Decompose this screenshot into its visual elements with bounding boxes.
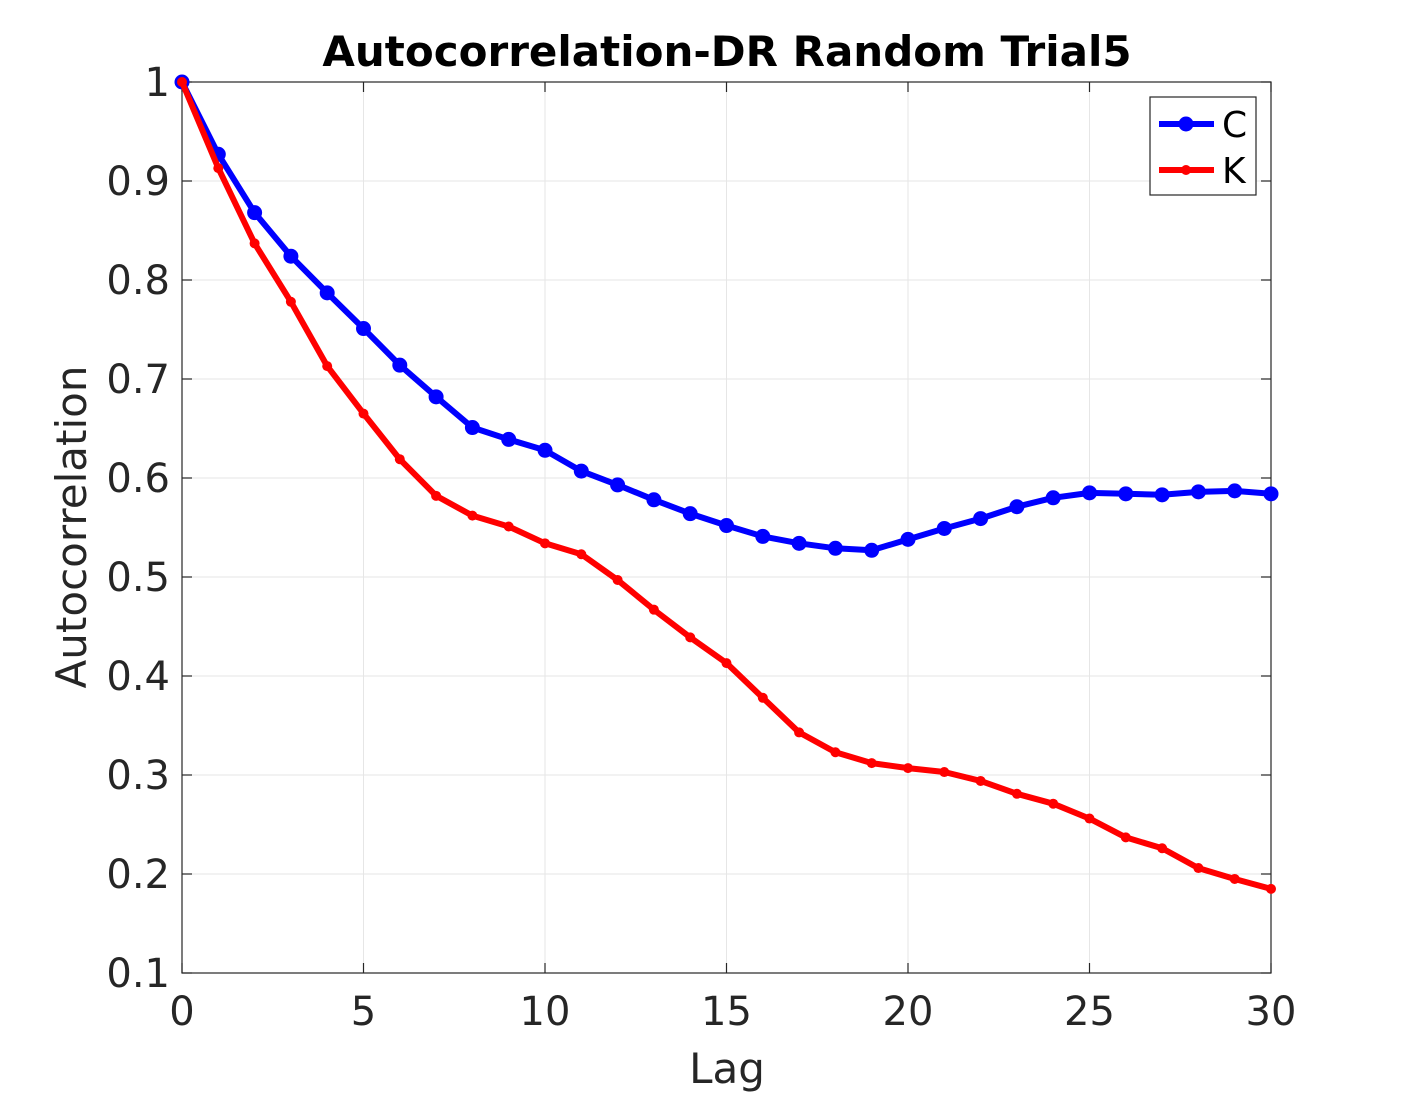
series-k-point	[939, 767, 950, 778]
series-c-point	[1009, 499, 1025, 515]
series-c-point	[247, 205, 263, 221]
legend: CK	[1149, 96, 1257, 196]
series-k-point	[903, 763, 913, 774]
series-k-point	[975, 775, 986, 786]
series-c-point	[1190, 484, 1206, 500]
series-k-point	[1193, 863, 1204, 874]
chart-title: Autocorrelation-DR Random Trial5	[322, 27, 1131, 76]
series-c-point	[501, 431, 517, 447]
series-c-point	[464, 420, 480, 436]
series-c-point	[1118, 486, 1134, 502]
y-tick-label: 0.7	[106, 357, 170, 403]
series-k-point	[576, 549, 587, 560]
series-c-point	[682, 506, 698, 522]
series-k-point	[285, 296, 296, 307]
legend-marker-c	[1178, 116, 1194, 132]
series-k-point	[431, 490, 442, 501]
series-k-point	[1011, 788, 1022, 799]
series-k-point	[1084, 813, 1095, 824]
series-k-point	[540, 538, 550, 549]
series-c-point	[537, 442, 553, 458]
series-c-point	[864, 542, 880, 558]
series-c-point	[973, 511, 989, 527]
series-c-point	[719, 518, 734, 534]
x-tick-label: 25	[1064, 989, 1115, 1035]
series-k-point	[358, 408, 369, 419]
series-k-point	[322, 361, 333, 372]
series-k-point	[1157, 843, 1168, 854]
series-c	[174, 74, 1279, 558]
y-tick-label: 0.3	[106, 753, 170, 799]
series-k-point	[1229, 873, 1240, 884]
series-k-point	[213, 163, 224, 174]
series-c-point	[1045, 490, 1061, 506]
legend-label-k: K	[1222, 151, 1247, 192]
series-k-point	[503, 521, 514, 532]
series-c-point	[900, 531, 916, 547]
series-c-point	[646, 492, 662, 508]
series-k	[177, 77, 1276, 894]
series-c-point	[610, 477, 626, 493]
y-tick-label: 0.4	[106, 654, 170, 700]
series-c-point	[1082, 485, 1097, 501]
x-tick-label: 5	[351, 989, 376, 1035]
series-c-point	[573, 463, 589, 479]
y-axis-label: Autocorrelation	[47, 366, 96, 689]
axis-ticks: 0 5 10 15 20 25 30 0.1 0.2 0.3 0.4 0.5 0.6 0.7 0.8 0.9 1	[106, 60, 1296, 1035]
series-c-point	[791, 535, 807, 551]
legend-marker-k	[1181, 165, 1191, 175]
data-series	[174, 74, 1279, 894]
y-tick-label: 0.8	[106, 258, 170, 304]
x-tick-label: 15	[701, 989, 752, 1035]
series-k-point	[685, 632, 696, 643]
series-c-point	[1154, 487, 1170, 503]
series-k-point	[1120, 832, 1131, 843]
x-axis-label: Lag	[689, 1044, 765, 1093]
series-c-point	[392, 357, 408, 373]
series-k-point	[467, 510, 478, 521]
x-tick-label: 0	[169, 989, 194, 1035]
series-k-point	[721, 658, 732, 669]
series-c-point	[827, 540, 843, 556]
series-k-point	[757, 692, 768, 703]
x-tick-label: 10	[520, 989, 571, 1035]
series-k-point	[394, 454, 405, 465]
y-tick-label: 0.5	[106, 555, 170, 601]
y-tick-label: 0.9	[106, 159, 170, 205]
y-tick-label: 0.2	[106, 852, 170, 898]
series-k-point	[1266, 883, 1276, 894]
y-tick-label: 0.1	[106, 951, 170, 997]
series-c-point	[936, 520, 952, 536]
y-tick-label: 0.6	[106, 456, 170, 502]
series-k-point	[177, 77, 187, 87]
legend-box	[1149, 96, 1257, 196]
series-k-point	[648, 604, 659, 615]
series-c-point	[1227, 483, 1243, 499]
series-c-point	[283, 248, 299, 264]
y-tick-label: 1	[145, 60, 170, 106]
series-k-point	[249, 238, 260, 249]
series-k-point	[1048, 798, 1059, 809]
series-c-point	[319, 285, 335, 301]
x-tick-label: 30	[1246, 989, 1297, 1035]
series-k-point	[794, 727, 805, 738]
series-k-point	[612, 574, 623, 585]
series-c-point	[755, 528, 771, 544]
series-c-point	[1263, 486, 1279, 502]
x-tick-label: 20	[883, 989, 934, 1035]
series-c-point	[428, 389, 444, 405]
series-k-point	[830, 747, 841, 758]
legend-label-c: C	[1222, 105, 1247, 146]
series-c-point	[356, 321, 371, 337]
series-k-point	[866, 758, 877, 769]
